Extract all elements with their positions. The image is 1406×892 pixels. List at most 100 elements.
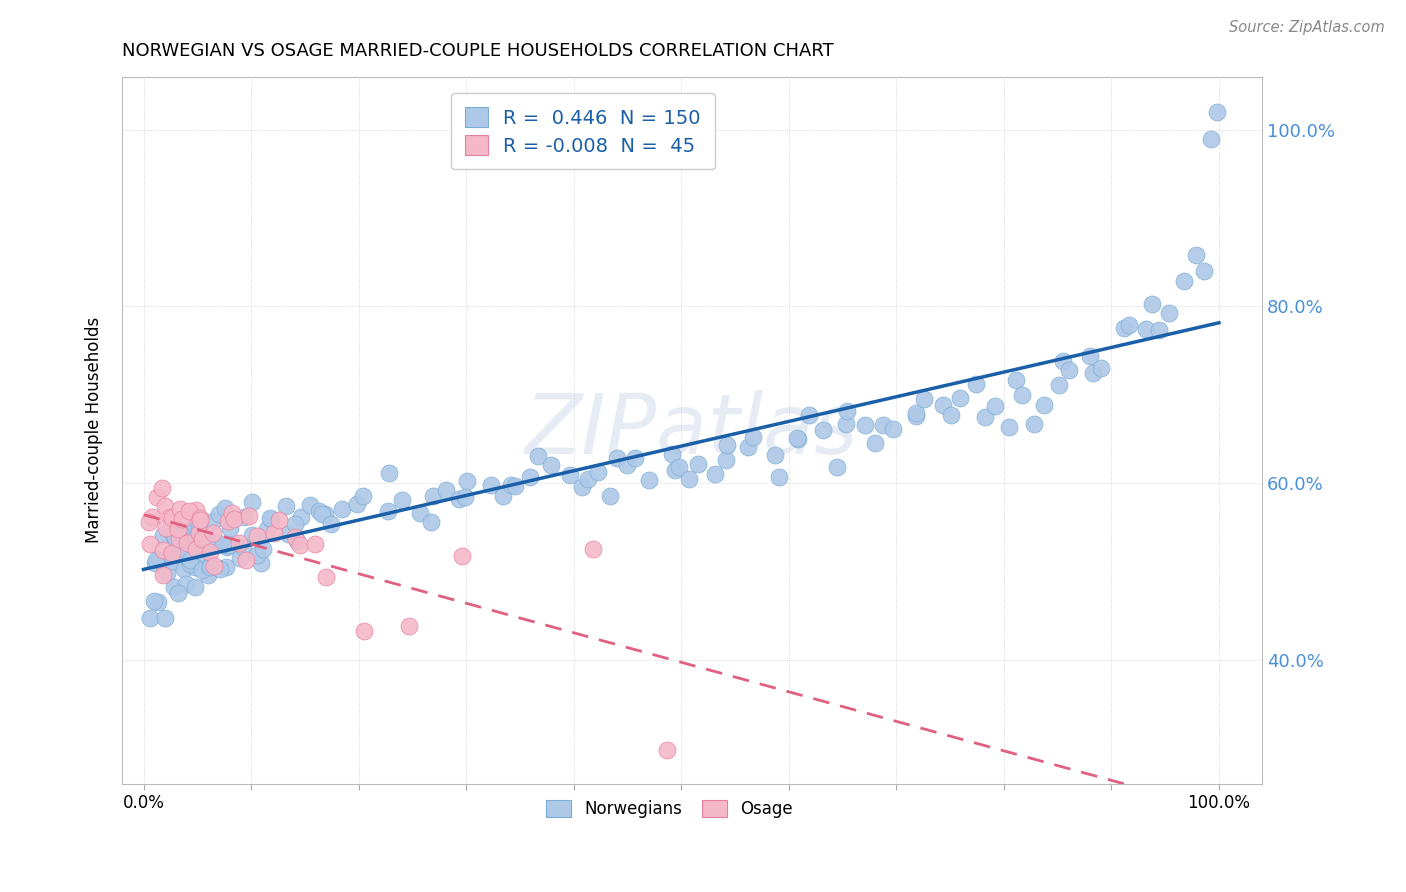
Point [228,536,250,550]
Point [198,558,221,573]
Point [200,560,222,574]
Point [138,611,160,625]
Point [191,563,214,577]
Point [197,568,219,582]
Point [284,516,307,531]
Point [834,417,856,432]
Point [1005,373,1028,387]
Point [163,580,186,594]
Point [716,452,738,467]
Point [1033,398,1056,412]
Point [260,512,283,526]
Point [143,594,166,608]
Point [287,534,309,549]
Point [912,392,935,406]
Point [315,570,337,584]
Point [208,507,231,521]
Point [167,544,190,558]
Point [159,547,181,561]
Y-axis label: Married-couple Households: Married-couple Households [86,317,103,543]
Point [378,466,401,480]
Point [179,526,201,541]
Point [998,420,1021,434]
Point [501,478,523,492]
Point [503,479,526,493]
Point [188,520,211,534]
Point [1114,320,1136,334]
Point [449,492,471,507]
Point [540,458,562,472]
Point [420,515,443,529]
Point [1206,105,1229,120]
Text: ZIPatlas: ZIPatlas [526,390,859,471]
Point [160,510,183,524]
Point [949,392,972,406]
Point [1185,248,1208,262]
Point [797,408,820,422]
Point [599,489,621,503]
Point [159,509,181,524]
Point [904,406,927,420]
Point [184,502,207,516]
Point [138,515,160,529]
Point [422,489,444,503]
Point [145,556,167,570]
Point [152,568,174,582]
Point [519,470,541,484]
Point [1135,322,1157,336]
Point [314,508,336,522]
Point [202,559,225,574]
Point [202,525,225,540]
Point [492,489,515,503]
Point [1047,378,1070,392]
Point [238,509,260,524]
Point [153,611,176,625]
Point [146,490,169,504]
Point [319,516,342,531]
Point [353,624,375,639]
Point [250,556,273,570]
Point [259,511,281,525]
Point [1118,318,1140,332]
Point [527,449,550,463]
Point [170,524,193,539]
Point [582,541,605,556]
Point [606,451,628,466]
Point [688,457,710,471]
Point [882,422,904,436]
Point [308,504,330,518]
Point [352,489,374,503]
Point [290,538,312,552]
Point [965,377,987,392]
Point [148,553,170,567]
Point [1173,274,1195,288]
Point [242,528,264,542]
Point [664,463,686,477]
Point [152,528,174,542]
Point [616,458,638,473]
Point [1078,350,1101,364]
Point [274,499,297,513]
Point [217,538,239,552]
Point [163,553,186,567]
Point [479,478,502,492]
Point [1083,366,1105,380]
Point [787,432,810,446]
Point [1147,323,1170,337]
Point [1011,388,1033,402]
Point [558,468,581,483]
Point [176,535,198,549]
Point [1057,362,1080,376]
Point [240,495,263,509]
Point [346,497,368,511]
Point [156,566,179,581]
Point [768,470,790,484]
Point [939,408,962,422]
Point [637,473,659,487]
Point [145,552,167,566]
Point [1024,417,1046,432]
Point [1199,132,1222,146]
Point [153,499,176,513]
Point [219,521,242,535]
Point [188,510,211,524]
